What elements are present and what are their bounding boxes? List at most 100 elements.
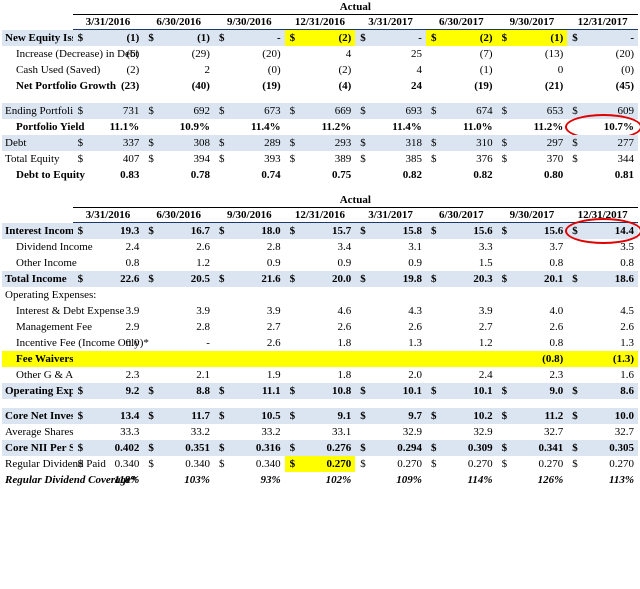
currency: $ (218, 273, 225, 285)
value-cell: $0.341 (496, 440, 568, 456)
value-cell: 33.2 (214, 424, 285, 440)
value: 126% (537, 474, 564, 486)
value: 2.8 (266, 241, 281, 253)
value: 0.78 (190, 169, 210, 181)
value-cell: 2.9 (73, 319, 144, 335)
value: (13) (544, 48, 564, 60)
value-cell: 11.4% (214, 119, 285, 135)
value: 0.8 (125, 257, 140, 269)
currency: $ (77, 410, 84, 422)
value: 293 (334, 137, 352, 149)
value: 11.0% (462, 121, 493, 133)
value-cell: 103% (143, 472, 214, 488)
value: 4.6 (337, 305, 352, 317)
value: 10.1 (473, 385, 493, 397)
value: 0.83 (120, 169, 140, 181)
value: 2.4 (478, 369, 493, 381)
value-cell: 2.7 (214, 319, 285, 335)
value-cell: 2.4 (73, 239, 144, 255)
currency: $ (430, 153, 437, 165)
value: 0.309 (467, 442, 493, 454)
currency: $ (218, 153, 225, 165)
value-cell: (6) (73, 46, 144, 62)
row-label: Total Income (2, 271, 73, 287)
value: 385 (405, 153, 422, 165)
value: 0.270 (397, 458, 422, 470)
value-cell: $0.294 (355, 440, 426, 456)
table-row: Operating Expenses $9.2 $8.8 $11.1 $10.8 $10.… (2, 383, 638, 399)
spacer (2, 399, 638, 408)
value-cell: 3.9 (73, 303, 144, 319)
currency: $ (360, 385, 366, 397)
currency: $ (148, 273, 154, 285)
value: (1) (479, 64, 493, 76)
currency: $ (430, 273, 437, 285)
value: (19) (262, 80, 281, 92)
value: (2) (479, 32, 493, 44)
value: 3.9 (125, 305, 140, 317)
value-cell: 1.2 (143, 255, 214, 271)
value: 0.270 (326, 458, 352, 470)
header-blank (2, 0, 73, 15)
value: (23) (120, 80, 140, 92)
currency: $ (572, 137, 578, 149)
value: 308 (193, 137, 210, 149)
value: 11.4% (392, 121, 422, 133)
value: 3.9 (196, 305, 210, 317)
value: 1.3 (620, 337, 634, 349)
table-row: Regular Dividend Coverage* 118% 103% 93% 102… (2, 472, 638, 488)
value: 693 (405, 105, 422, 117)
value: 0.316 (255, 442, 281, 454)
value-cell: 3.9 (214, 303, 285, 319)
value: 33.1 (332, 426, 352, 438)
row-label: Net Portfolio Growth (16, 80, 116, 92)
table-row: Debt to Equity 0.83 0.78 0.74 0.75 0.82 0.82 0.… (2, 167, 638, 183)
value-cell (72, 351, 144, 367)
currency: $ (360, 32, 366, 44)
value: 1.9 (266, 369, 281, 381)
currency: $ (148, 225, 154, 237)
value: 2.9 (125, 321, 140, 333)
value: 3.3 (478, 241, 493, 253)
row-label: Operating Expenses (2, 383, 99, 399)
value-cell (567, 287, 638, 303)
value-cell: $370 (497, 151, 568, 167)
value-cell: $669 (284, 103, 356, 119)
value: (19) (474, 80, 493, 92)
value-cell: $ (2) (284, 29, 356, 46)
row-label: Other Income (16, 257, 77, 269)
value-cell: 4.5 (567, 303, 638, 319)
value-cell: 118% (73, 472, 144, 488)
value-cell: $9.0 (496, 383, 568, 399)
header-row: Actual (2, 193, 638, 208)
currency: $ (77, 385, 84, 397)
table-row: Debt $337 $308 $289 $293 $318 $310 $297 $277 (2, 135, 638, 151)
value-cell: (20) (567, 46, 638, 62)
table-row: Average Shares 33.3 33.2 33.2 33.1 32.9 32.9 32… (2, 424, 638, 440)
row-label: Regular Dividend Paid (5, 458, 106, 470)
value-cell: 3.7 (497, 239, 568, 255)
value-cell: 11.2% (285, 119, 356, 135)
value-cell: $16.7 (143, 222, 214, 239)
column-header: 6/30/2016 (143, 207, 214, 223)
value: (40) (191, 80, 210, 92)
value-cell: 10.7% (565, 114, 640, 140)
value-cell: $674 (425, 103, 497, 119)
value: 2.8 (196, 321, 210, 333)
column-header: 9/30/2017 (496, 14, 568, 30)
value-cell: $15.6 (425, 222, 497, 239)
value: 15.6 (473, 225, 493, 237)
value-cell: 1.2 (426, 335, 497, 351)
value-cell: $385 (355, 151, 426, 167)
value-cell: $15.7 (284, 222, 356, 239)
value: (2) (338, 64, 352, 76)
value-cell: 0.75 (285, 167, 356, 183)
value: 0.270 (467, 458, 493, 470)
value-cell: 3.5 (567, 239, 638, 255)
value: 102% (325, 474, 352, 486)
value: 22.6 (120, 273, 140, 285)
value-cell: 32.7 (567, 424, 638, 440)
column-header: 9/30/2017 (496, 207, 568, 223)
value-cell: $692 (143, 103, 214, 119)
value-cell: 0.9 (214, 255, 285, 271)
